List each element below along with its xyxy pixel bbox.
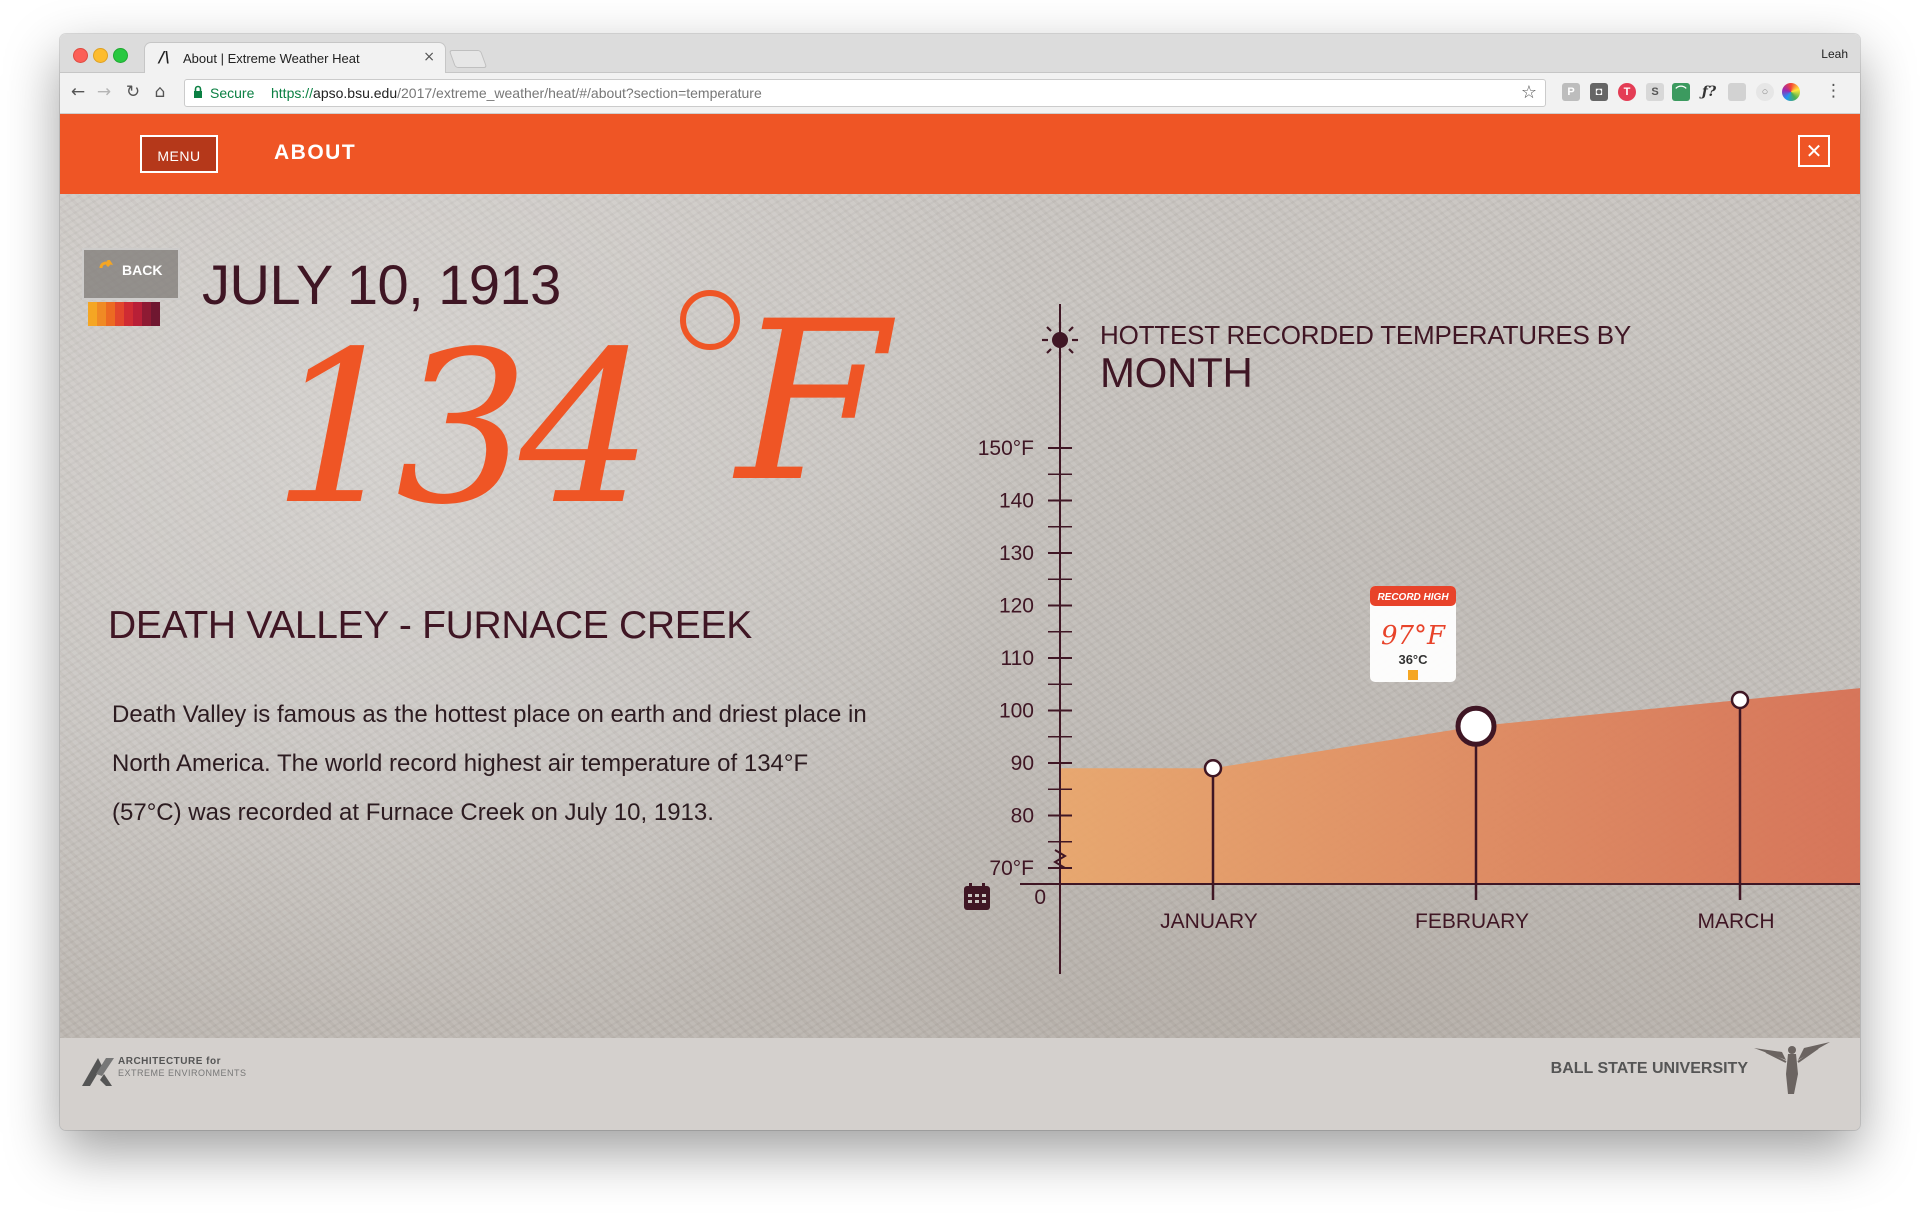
record-description: Death Valley is famous as the hottest pl… xyxy=(112,701,867,826)
heat-swatch xyxy=(142,302,151,326)
record-badge-celsius: 36°C xyxy=(1398,652,1428,667)
url-scheme: https:// xyxy=(271,85,314,101)
close-icon[interactable]: ✕ xyxy=(1798,135,1830,167)
y-zero-label: 0 xyxy=(1034,886,1046,909)
heat-color-swatches xyxy=(88,302,160,326)
extension-new-icon[interactable]: ⌒ xyxy=(1672,83,1690,101)
desert-background xyxy=(60,114,1860,1130)
x-category-label: JANUARY xyxy=(1160,910,1258,933)
home-icon[interactable]: ⌂ xyxy=(154,82,166,102)
reload-icon[interactable]: ↻ xyxy=(125,82,141,102)
tab-title: About | Extreme Weather Heat xyxy=(183,51,360,66)
record-date: JULY 10, 1913 xyxy=(202,253,561,316)
footer: ARCHITECTURE for EXTREME ENVIRONMENTS BA… xyxy=(60,1038,1860,1130)
record-badge-title: RECORD HIGH xyxy=(1377,592,1449,603)
record-temperature: 134 xyxy=(272,306,653,551)
page: 150°F 140 130 120 110 100 90 80 70°F 0 JANUARY FEBR… xyxy=(60,114,1860,1130)
new-tab-button[interactable] xyxy=(448,50,488,68)
record-badge-marker xyxy=(1408,670,1418,680)
extension-square-icon[interactable] xyxy=(1728,83,1746,101)
profile-name[interactable]: Leah xyxy=(1821,47,1848,61)
heat-swatch xyxy=(124,302,133,326)
axis-break xyxy=(1053,849,1067,869)
top-header: MENU ABOUT ✕ xyxy=(60,114,1860,194)
back-label: BACK xyxy=(122,262,163,278)
aee-logo-icon[interactable] xyxy=(80,1054,116,1088)
record-badge-header xyxy=(1370,586,1456,606)
heat-swatch xyxy=(115,302,124,326)
chart-title: HOTTEST RECORDED TEMPERATURES BY xyxy=(1100,320,1632,350)
favicon-icon: /\ xyxy=(159,48,170,66)
y-tick-label: 140 xyxy=(999,490,1034,513)
aee-logo-line1: ARCHITECTURE for xyxy=(118,1056,221,1067)
close-window-button[interactable] xyxy=(73,48,88,63)
y-tick-label: 120 xyxy=(999,595,1034,618)
url-host: apso.bsu.edu xyxy=(313,85,398,101)
browser-menu-icon[interactable]: ⋮ xyxy=(1825,81,1842,101)
extension-t-icon[interactable]: T xyxy=(1618,83,1636,101)
url-text[interactable]: https://apso.bsu.edu/2017/extreme_weathe… xyxy=(271,85,762,101)
chart-area xyxy=(1060,688,1860,884)
tab-close-icon[interactable]: × xyxy=(423,49,435,65)
heat-swatch xyxy=(151,302,160,326)
sun-icon xyxy=(1042,322,1078,358)
extension-shield-icon[interactable]: ◘ xyxy=(1590,83,1608,101)
tab-strip: /\ About | Extreme Weather Heat × Leah xyxy=(60,34,1860,74)
browser-toolbar: ← → ↻ ⌂ Secure https://apso.bsu.edu/2017… xyxy=(60,73,1860,114)
chart-subtitle: MONTH xyxy=(1100,349,1253,396)
x-category-label: MARCH xyxy=(1698,910,1775,933)
minimize-window-button[interactable] xyxy=(93,48,108,63)
temperature-unit: F xyxy=(736,274,889,530)
y-tick-label: 110 xyxy=(1001,647,1034,670)
address-bar[interactable]: Secure https://apso.bsu.edu/2017/extreme… xyxy=(184,79,1546,107)
record-location: DEATH VALLEY - FURNACE CREEK xyxy=(108,604,752,647)
forward-arrow-icon[interactable]: → xyxy=(96,82,112,102)
heat-swatch xyxy=(133,302,142,326)
back-icon xyxy=(99,260,114,269)
extension-function-icon[interactable]: ƒ? xyxy=(1701,84,1717,100)
y-tick-label: 100 xyxy=(999,700,1034,723)
lock-icon xyxy=(194,85,202,98)
menu-button[interactable]: MENU xyxy=(140,135,218,173)
heat-swatch xyxy=(88,302,97,326)
aee-logo-line2: EXTREME ENVIRONMENTS xyxy=(118,1068,247,1078)
y-tick-label: 80 xyxy=(1011,805,1034,828)
x-category-label: FEBRUARY xyxy=(1415,910,1529,933)
extension-color-icon[interactable] xyxy=(1782,83,1800,101)
browser-window: /\ About | Extreme Weather Heat × Leah ←… xyxy=(60,34,1860,1130)
data-point-highlight xyxy=(1455,705,1497,747)
extension-s-icon[interactable]: S xyxy=(1646,83,1664,101)
heat-swatch xyxy=(97,302,106,326)
back-arrow-icon[interactable]: ← xyxy=(70,82,86,102)
url-path: /2017/extreme_weather/heat/#/about?secti… xyxy=(397,85,762,101)
back-button[interactable]: BACK xyxy=(82,248,180,300)
data-point xyxy=(1730,690,1750,710)
star-icon[interactable]: ☆ xyxy=(1520,82,1537,103)
page-heading: ABOUT xyxy=(274,141,357,164)
secure-label: Secure xyxy=(210,85,255,101)
temperature-chart: 150°F 140 130 120 110 100 90 80 70°F0 JANUARY FEBR… xyxy=(978,304,1860,974)
extension-p-icon[interactable]: P xyxy=(1562,83,1580,101)
heat-swatch xyxy=(106,302,115,326)
extension-circle-icon[interactable]: ○ xyxy=(1756,83,1774,101)
browser-tab-active[interactable]: /\ About | Extreme Weather Heat × xyxy=(144,42,446,74)
calendar-icon[interactable] xyxy=(962,882,992,912)
y-tick-label: 70°F xyxy=(989,857,1034,880)
university-name[interactable]: BALL STATE UNIVERSITY xyxy=(1550,1060,1748,1077)
degree-symbol xyxy=(680,290,740,350)
record-badge-fahrenheit: 97°F xyxy=(1381,621,1446,651)
y-tick-label: 150°F xyxy=(978,437,1034,460)
record-badge xyxy=(1370,586,1456,682)
data-point xyxy=(1203,759,1223,778)
y-tick-label: 130 xyxy=(999,542,1034,565)
y-tick-label: 90 xyxy=(1011,752,1034,775)
maximize-window-button[interactable] xyxy=(113,48,128,63)
bsu-beneficence-logo-icon xyxy=(1754,1042,1830,1094)
